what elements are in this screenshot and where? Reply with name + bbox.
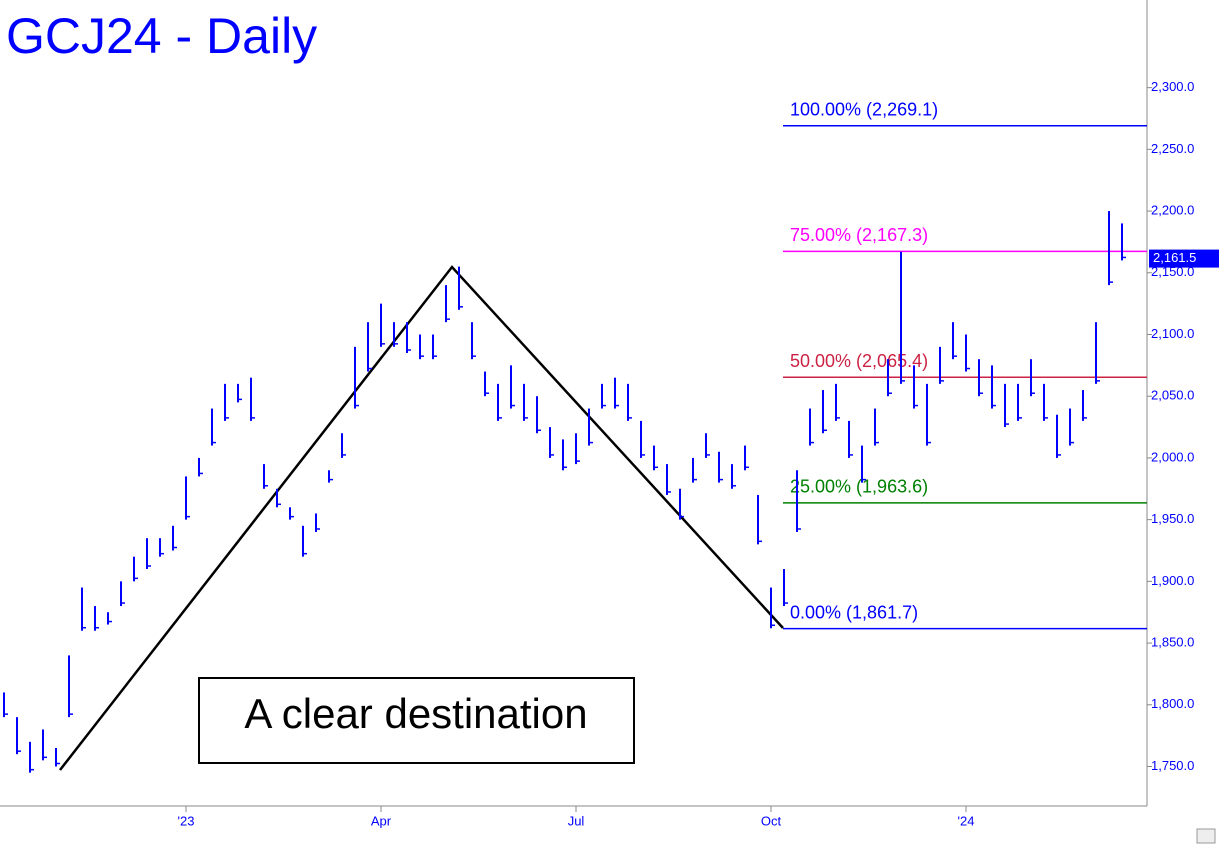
y-tick-label: 2,150.0 xyxy=(1151,264,1194,279)
fib-label: 0.00% (1,861.7) xyxy=(790,602,918,622)
x-tick-label: '23 xyxy=(178,813,195,828)
fib-label: 100.00% (2,269.1) xyxy=(790,100,938,120)
annotation-box xyxy=(198,677,635,764)
y-tick-label: 2,300.0 xyxy=(1151,79,1194,94)
fib-label: 50.00% (2,065.4) xyxy=(790,351,928,371)
y-tick-label: 1,850.0 xyxy=(1151,635,1194,650)
x-tick-label: Oct xyxy=(761,813,782,828)
y-tick-label: 1,800.0 xyxy=(1151,696,1194,711)
y-tick-label: 2,050.0 xyxy=(1151,388,1194,403)
y-tick-label: 2,250.0 xyxy=(1151,141,1194,156)
fib-label: 25.00% (1,963.6) xyxy=(790,477,928,497)
y-tick-label: 1,950.0 xyxy=(1151,511,1194,526)
x-tick-label: Jul xyxy=(568,813,585,828)
fib-label: 75.00% (2,167.3) xyxy=(790,225,928,245)
chart-title: GCJ24 - Daily xyxy=(6,8,317,64)
y-tick-label: 2,100.0 xyxy=(1151,326,1194,341)
x-tick-label: Apr xyxy=(371,813,392,828)
scroll-button[interactable] xyxy=(1196,828,1216,844)
y-tick-label: 2,000.0 xyxy=(1151,449,1194,464)
y-tick-label: 1,900.0 xyxy=(1151,573,1194,588)
annotation: A clear destination xyxy=(244,690,587,737)
y-tick-label: 1,750.0 xyxy=(1151,758,1194,773)
last-price-label: 2,161.5 xyxy=(1153,250,1196,265)
x-tick-label: '24 xyxy=(958,813,975,828)
y-tick-label: 2,200.0 xyxy=(1151,203,1194,218)
last-price-tag xyxy=(1149,249,1219,268)
trend-lines xyxy=(59,265,784,771)
